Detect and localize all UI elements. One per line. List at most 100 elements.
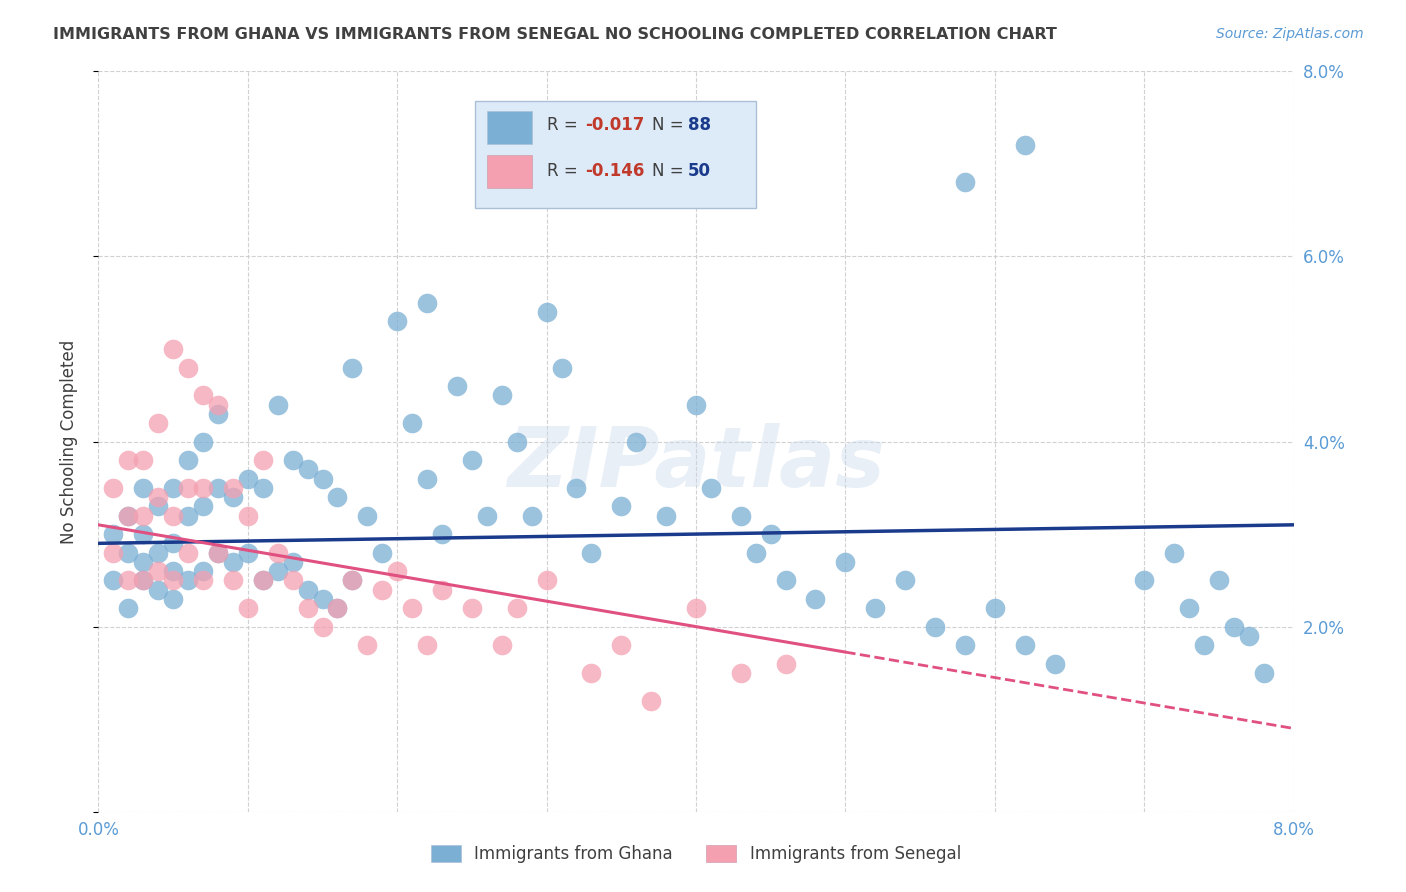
Point: [311, 619, 333, 633]
Point: [775, 574, 797, 588]
Point: [834, 555, 856, 569]
FancyBboxPatch shape: [486, 111, 533, 144]
Point: [207, 481, 229, 495]
Point: [685, 601, 707, 615]
Point: [475, 508, 498, 523]
Point: [1253, 665, 1275, 680]
Point: [1237, 629, 1260, 643]
Point: [252, 574, 274, 588]
Point: [550, 360, 572, 375]
Point: [267, 398, 290, 412]
Point: [371, 545, 394, 560]
Point: [177, 481, 200, 495]
Point: [640, 694, 662, 708]
Point: [177, 574, 200, 588]
Point: [297, 582, 319, 597]
Point: [342, 574, 364, 588]
Point: [416, 472, 439, 486]
Point: [401, 601, 423, 615]
Point: [222, 481, 245, 495]
Point: [581, 545, 603, 560]
Point: [207, 398, 229, 412]
Point: [148, 500, 170, 514]
Point: [117, 453, 139, 467]
Point: [132, 453, 155, 467]
Point: [162, 564, 184, 578]
Point: [252, 453, 274, 467]
Text: Source: ZipAtlas.com: Source: ZipAtlas.com: [1216, 27, 1364, 41]
Point: [132, 527, 155, 541]
Point: [1223, 619, 1246, 633]
Text: R =: R =: [547, 117, 582, 135]
Point: [103, 545, 125, 560]
Point: [191, 564, 214, 578]
Point: [506, 601, 529, 615]
Point: [148, 416, 170, 430]
Point: [191, 481, 214, 495]
Point: [506, 434, 529, 449]
Point: [207, 407, 229, 421]
Point: [252, 481, 274, 495]
Point: [191, 500, 214, 514]
Point: [252, 574, 274, 588]
Point: [655, 508, 678, 523]
Point: [894, 574, 917, 588]
Point: [148, 545, 170, 560]
Point: [132, 481, 155, 495]
Point: [1043, 657, 1066, 671]
Point: [311, 591, 333, 606]
Text: N =: N =: [652, 162, 689, 180]
Point: [730, 665, 752, 680]
Point: [177, 545, 200, 560]
Point: [117, 601, 139, 615]
Legend: Immigrants from Ghana, Immigrants from Senegal: Immigrants from Ghana, Immigrants from S…: [425, 838, 967, 870]
Point: [536, 574, 558, 588]
Point: [281, 555, 304, 569]
Point: [984, 601, 1007, 615]
Point: [491, 388, 513, 402]
Point: [191, 434, 214, 449]
Point: [1208, 574, 1230, 588]
Point: [191, 388, 214, 402]
Point: [401, 416, 423, 430]
Point: [685, 398, 707, 412]
Point: [236, 545, 259, 560]
Point: [924, 619, 946, 633]
Point: [1192, 638, 1215, 652]
Point: [745, 545, 768, 560]
Point: [446, 379, 468, 393]
Text: N =: N =: [652, 117, 689, 135]
Point: [177, 508, 200, 523]
Point: [326, 601, 349, 615]
Point: [148, 490, 170, 504]
Point: [222, 490, 245, 504]
Point: [117, 574, 139, 588]
Point: [356, 508, 378, 523]
Point: [162, 536, 184, 550]
Point: [103, 481, 125, 495]
Point: [103, 527, 125, 541]
Point: [461, 601, 484, 615]
Point: [132, 555, 155, 569]
Text: ZIPatlas: ZIPatlas: [508, 423, 884, 504]
Point: [177, 360, 200, 375]
Point: [236, 472, 259, 486]
Point: [536, 305, 558, 319]
Point: [1163, 545, 1185, 560]
Point: [207, 545, 229, 560]
Point: [730, 508, 752, 523]
Point: [700, 481, 723, 495]
Point: [356, 638, 378, 652]
Text: 50: 50: [688, 162, 710, 180]
Point: [117, 508, 139, 523]
Point: [520, 508, 543, 523]
Point: [177, 453, 200, 467]
Point: [461, 453, 484, 467]
Y-axis label: No Schooling Completed: No Schooling Completed: [59, 340, 77, 543]
Point: [267, 564, 290, 578]
Point: [1178, 601, 1201, 615]
Point: [162, 574, 184, 588]
Point: [207, 545, 229, 560]
Point: [132, 508, 155, 523]
Point: [1014, 638, 1036, 652]
